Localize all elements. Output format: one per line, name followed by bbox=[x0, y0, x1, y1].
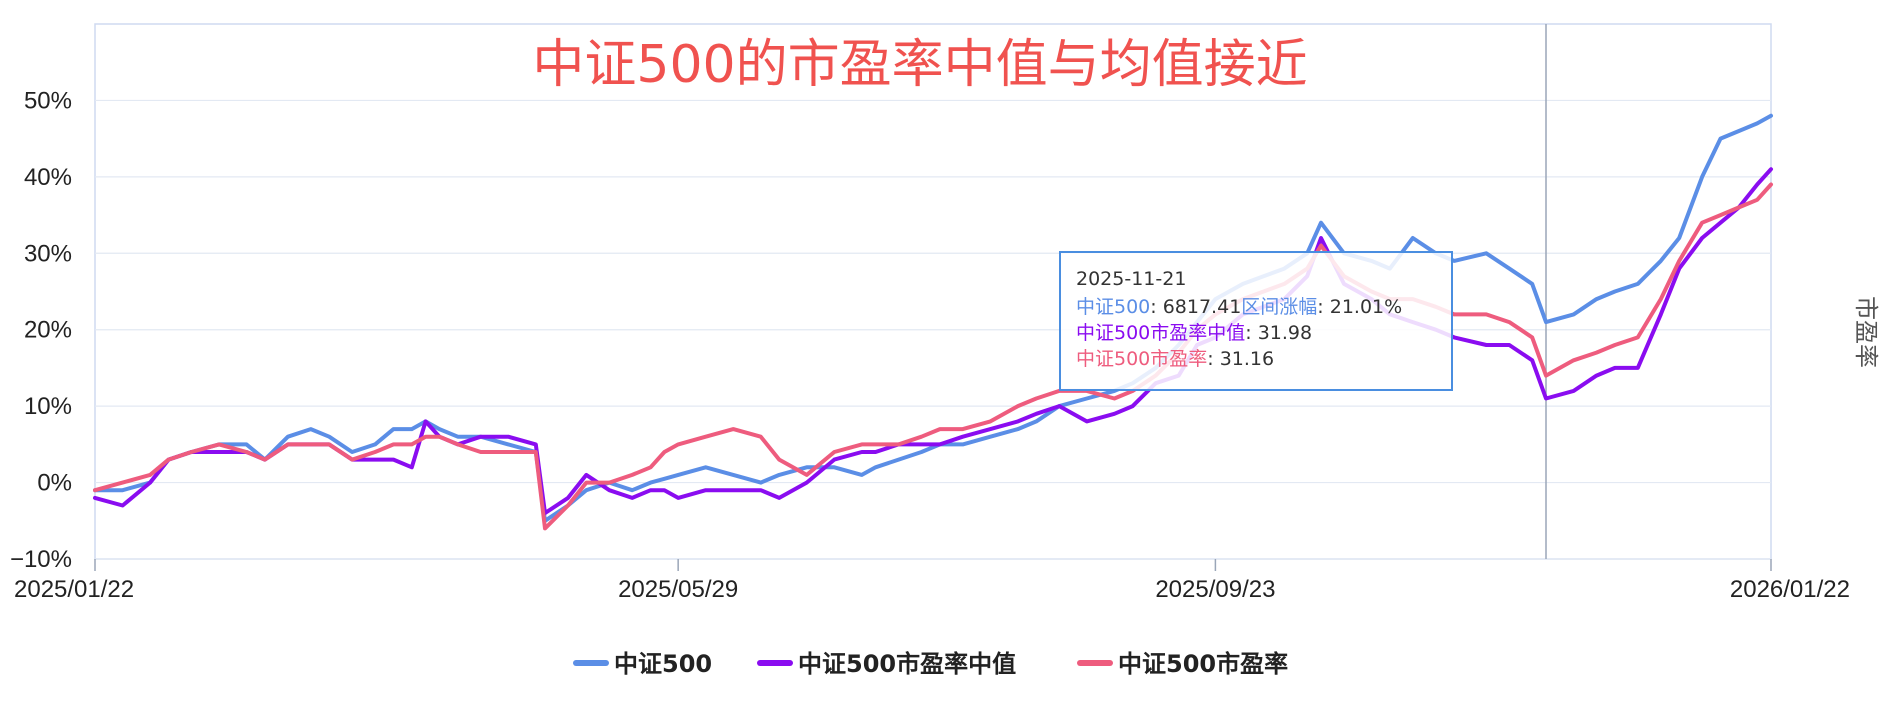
legend-label-pe-median: 中证500市盈率中值 bbox=[798, 650, 1016, 678]
y-tick-label: 30% bbox=[24, 240, 72, 267]
tooltip-line2-label: 中证500市盈率中值 bbox=[1076, 322, 1245, 344]
legend-item-zz500[interactable]: 中证500 bbox=[573, 650, 712, 678]
tooltip-line3: 中证500市盈率: 31.16 bbox=[1076, 348, 1274, 370]
x-axis-ticks: 2025/01/22 2025/05/29 2025/09/23 2026/01/22 bbox=[14, 559, 1850, 603]
tooltip-line3-label: 中证500市盈率 bbox=[1076, 348, 1207, 370]
tooltip-date: 2025-11-21 bbox=[1076, 268, 1186, 290]
tooltip-line3-value: : 31.16 bbox=[1207, 348, 1274, 370]
right-axis-label: 市盈率 bbox=[1852, 296, 1880, 368]
x-tick-label: 2025/01/22 bbox=[14, 576, 134, 603]
y-tick-label: 0% bbox=[37, 470, 72, 497]
y-tick-label: −10% bbox=[10, 546, 72, 573]
tooltip-line1-label: 中证500 bbox=[1076, 296, 1150, 318]
legend: 中证500 中证500市盈率中值 中证500市盈率 bbox=[573, 650, 1288, 678]
gridlines bbox=[95, 99, 1771, 560]
x-tick-label: 2025/05/29 bbox=[618, 576, 738, 603]
tooltip: 2025-11-21 中证500: 6817.41区间涨幅: 21.01% 中证… bbox=[1059, 251, 1453, 391]
tooltip-line1-extra-value: : 21.01% bbox=[1317, 296, 1402, 318]
x-tick-label: 2026/01/22 bbox=[1730, 576, 1850, 603]
series-lines bbox=[93, 113, 1773, 531]
series-line-pe-median bbox=[93, 167, 1773, 516]
legend-label-zz500: 中证500 bbox=[614, 650, 712, 678]
tooltip-line2: 中证500市盈率中值: 31.98 bbox=[1076, 322, 1312, 344]
y-axis-ticks: 50% 40% 30% 20% 10% 0% −10% bbox=[10, 87, 72, 573]
legend-label-pe: 中证500市盈率 bbox=[1118, 650, 1288, 678]
tooltip-line1: 中证500: 6817.41区间涨幅: 21.01% bbox=[1076, 296, 1402, 318]
y-tick-label: 20% bbox=[24, 317, 72, 344]
tooltip-box bbox=[1059, 251, 1453, 391]
y-tick-label: 10% bbox=[24, 393, 72, 420]
tooltip-line1-value: : 6817.41 bbox=[1150, 296, 1241, 318]
tooltip-line1-extra-label: 区间涨幅 bbox=[1241, 296, 1317, 318]
y-tick-label: 50% bbox=[24, 87, 72, 114]
series-line-zz500 bbox=[93, 113, 1773, 523]
chart-title: 中证500的市盈率中值与均值接近 bbox=[532, 35, 1307, 95]
tooltip-line2-value: : 31.98 bbox=[1245, 322, 1312, 344]
y-tick-label: 40% bbox=[24, 164, 72, 191]
legend-item-pe[interactable]: 中证500市盈率 bbox=[1077, 650, 1288, 678]
x-tick-label: 2025/09/23 bbox=[1155, 576, 1275, 603]
legend-item-pe-median[interactable]: 中证500市盈率中值 bbox=[757, 650, 1016, 678]
series-line-pe bbox=[93, 182, 1773, 531]
